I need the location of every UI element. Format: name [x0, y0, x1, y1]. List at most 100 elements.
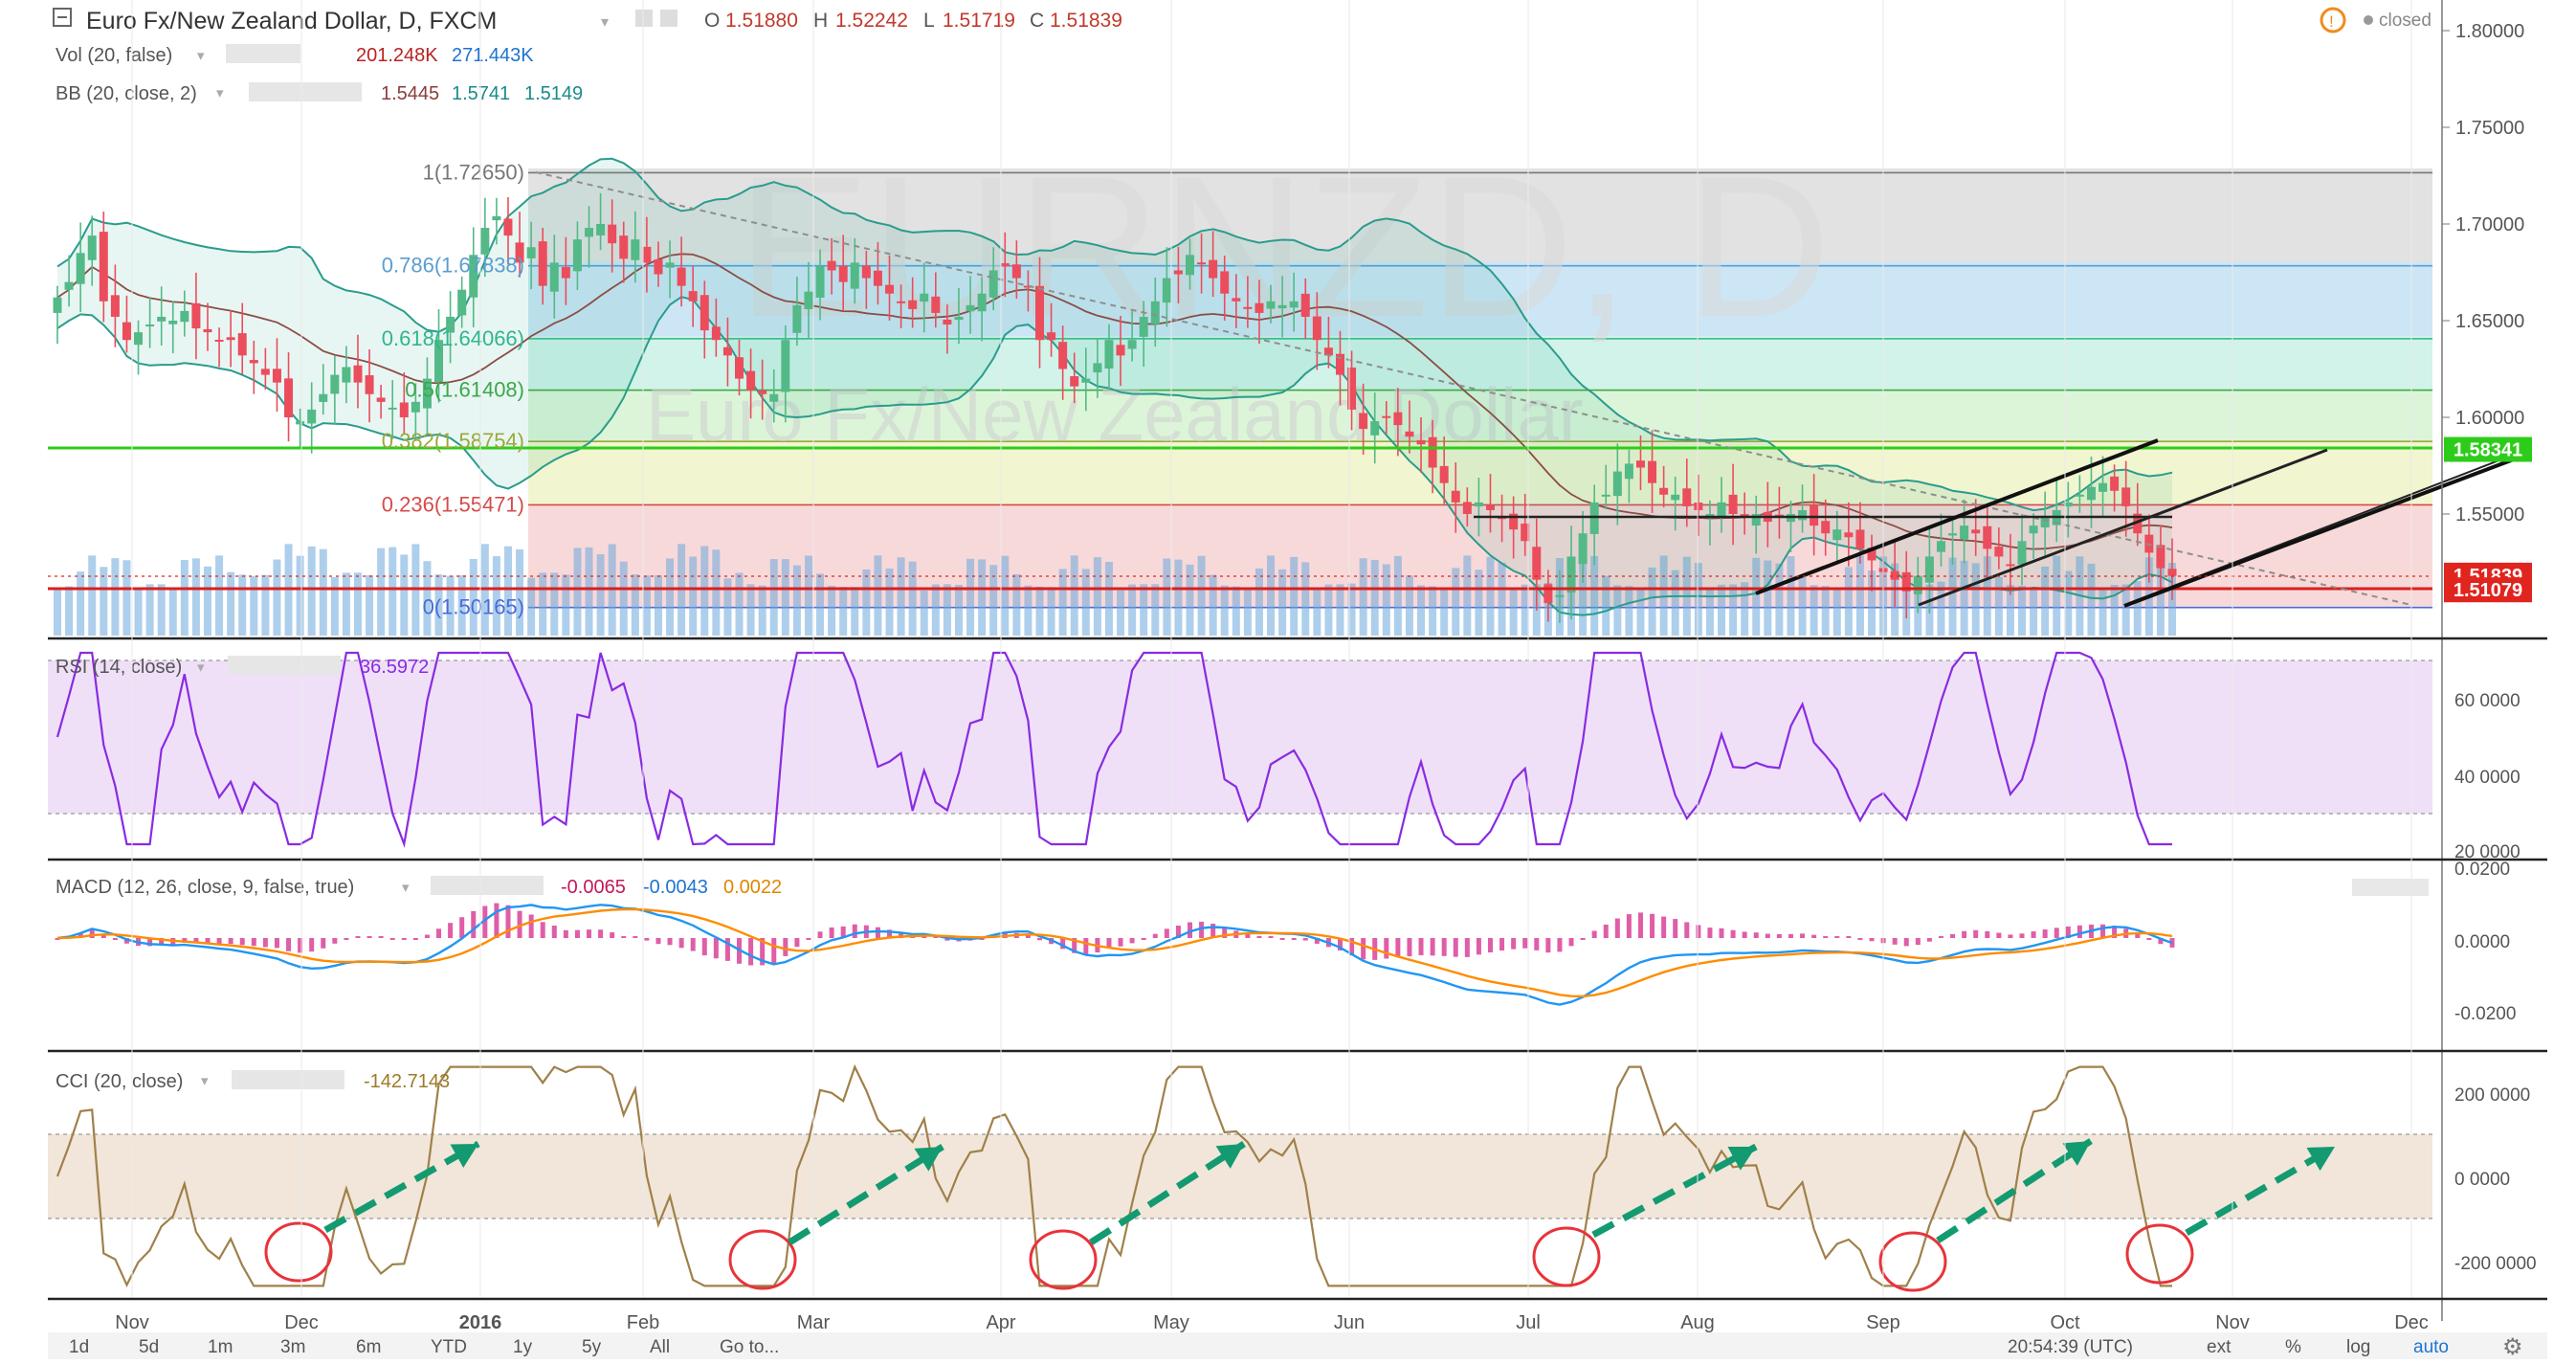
- settings-icon[interactable]: [660, 10, 677, 27]
- macd-hist-bar: [667, 938, 673, 946]
- volume-bar: [1243, 587, 1252, 636]
- volume-bar: [2121, 584, 2130, 636]
- candle-body: [781, 340, 790, 392]
- rsi-label[interactable]: RSI (14, close): [56, 657, 182, 678]
- volume-bar: [1336, 584, 1344, 636]
- candle-body: [515, 242, 524, 263]
- bb-settings-icon[interactable]: [249, 82, 362, 101]
- market-status-icon[interactable]: [2320, 7, 2346, 34]
- pane-controls-icon[interactable]: [2352, 879, 2429, 896]
- collapse-icon[interactable]: [53, 8, 72, 27]
- vol-label[interactable]: Vol (20, false): [56, 45, 172, 66]
- volume-bar: [1787, 556, 1795, 636]
- macd-settings-icon[interactable]: [431, 876, 544, 895]
- range-3m[interactable]: 3m: [280, 1337, 305, 1357]
- candle-body: [1924, 556, 1934, 583]
- new-trendline[interactable]: [2123, 453, 2527, 608]
- time-axis[interactable]: Nov Dec 2016 Feb Mar Apr May Jun Jul Aug Sep Oct Nov…: [115, 0, 2429, 1333]
- range-all[interactable]: All: [650, 1337, 670, 1357]
- chevron-down-icon[interactable]: ▾: [197, 660, 205, 676]
- volume-bar: [573, 548, 582, 636]
- eye-icon[interactable]: [635, 10, 653, 27]
- candle-body: [1300, 293, 1310, 317]
- cci-pane[interactable]: CCI (20, close) ▾ -142.7143 200 0000 0 0…: [48, 1063, 2537, 1292]
- chevron-down-icon[interactable]: ▾: [216, 85, 224, 101]
- rsi-settings-icon[interactable]: [228, 656, 341, 675]
- volume-bar: [758, 585, 766, 636]
- volume-bar: [1267, 555, 1276, 636]
- log-toggle[interactable]: log: [2346, 1337, 2370, 1357]
- candle-body: [1671, 494, 1680, 501]
- rsi-pane[interactable]: RSI (14, close) ▾ 36.5972 60 0000 40 000…: [48, 651, 2520, 862]
- chevron-down-icon[interactable]: ▾: [402, 880, 410, 896]
- range-5d[interactable]: 5d: [139, 1337, 159, 1357]
- volume-bar: [2053, 555, 2061, 636]
- candle-body: [792, 304, 802, 333]
- range-1d[interactable]: 1d: [69, 1337, 89, 1357]
- auto-toggle[interactable]: auto: [2413, 1337, 2449, 1357]
- macd-hist-bar: [123, 938, 129, 944]
- cci-settings-icon[interactable]: [232, 1070, 344, 1089]
- channel-lower[interactable]: [1918, 448, 2328, 607]
- chevron-down-icon[interactable]: ▾: [201, 1073, 209, 1089]
- price-axis[interactable]: 1.80000 1.75000 1.70000 1.65000 1.60000 1.550…: [2441, 0, 2532, 1321]
- macd-hist-bar: [1256, 936, 1262, 938]
- range-ytd[interactable]: YTD: [431, 1337, 467, 1357]
- candle-body: [1474, 502, 1483, 507]
- goto-button[interactable]: Go to...: [720, 1337, 779, 1357]
- dashed-downtrend[interactable]: [535, 171, 2412, 606]
- macd-hist-bar: [1487, 938, 1493, 953]
- candle-body: [226, 337, 235, 341]
- rsi-tick: 60 0000: [2454, 691, 2520, 711]
- candle-body: [700, 295, 709, 331]
- macd-label[interactable]: MACD (12, 26, close, 9, false, true): [56, 877, 354, 898]
- percent-toggle[interactable]: %: [2285, 1337, 2301, 1357]
- time-label: May: [1153, 1312, 1189, 1333]
- volume-bar: [446, 575, 455, 636]
- candle-body: [134, 332, 144, 346]
- channel-upper[interactable]: [1755, 438, 2159, 595]
- volume-bar: [2099, 589, 2107, 636]
- macd-hist-bar: [1800, 933, 1806, 938]
- vol-settings-icon[interactable]: [226, 44, 300, 63]
- ohlc-h-label: H: [813, 10, 828, 32]
- candle-body: [110, 295, 120, 317]
- ext-toggle[interactable]: ext: [2207, 1337, 2232, 1357]
- candle-body: [214, 339, 224, 342]
- volume-bar: [1741, 582, 1749, 636]
- volume-bar: [1694, 563, 1702, 636]
- candle-body: [1370, 421, 1380, 436]
- candle-body: [1635, 460, 1645, 468]
- gear-icon[interactable]: ⚙: [2502, 1334, 2523, 1360]
- chevron-down-icon[interactable]: ▾: [601, 14, 609, 31]
- macd-hist-bar: [551, 925, 557, 938]
- volume-bar: [1382, 564, 1390, 636]
- macd-hist-bar: [794, 938, 800, 948]
- candle-body: [1150, 301, 1160, 324]
- volume-bar: [816, 573, 825, 636]
- range-5y[interactable]: 5y: [582, 1337, 602, 1357]
- vol-value-1: 201.248K: [356, 45, 438, 66]
- volume-bar: [1440, 587, 1449, 636]
- time-label: Nov: [2215, 1312, 2250, 1333]
- range-1m[interactable]: 1m: [208, 1337, 233, 1357]
- cci-label[interactable]: CCI (20, close): [56, 1071, 183, 1092]
- utc-clock[interactable]: 20:54:39 (UTC): [2008, 1337, 2133, 1357]
- price-pane[interactable]: EURNZD, D Euro Fx/New Zealand Dollar: [48, 134, 2527, 636]
- macd-hist-bar: [724, 938, 730, 961]
- macd-pane[interactable]: MACD (12, 26, close, 9, false, true) ▾ -…: [55, 860, 2517, 1024]
- volume-bar: [1370, 559, 1379, 636]
- chevron-down-icon[interactable]: ▾: [197, 48, 205, 64]
- candle-body: [2156, 545, 2165, 569]
- range-6m[interactable]: 6m: [356, 1337, 381, 1357]
- candle-body: [1936, 541, 1945, 552]
- macd-hist-bar: [1083, 938, 1089, 954]
- symbol-title[interactable]: Euro Fx/New Zealand Dollar, D, FXCM: [86, 8, 497, 34]
- oversold-circle-3: [1029, 1229, 1098, 1290]
- candle-body: [1462, 502, 1472, 514]
- candle-body: [1751, 514, 1761, 526]
- range-1y[interactable]: 1y: [513, 1337, 533, 1357]
- bb-label[interactable]: BB (20, close, 2): [56, 83, 197, 104]
